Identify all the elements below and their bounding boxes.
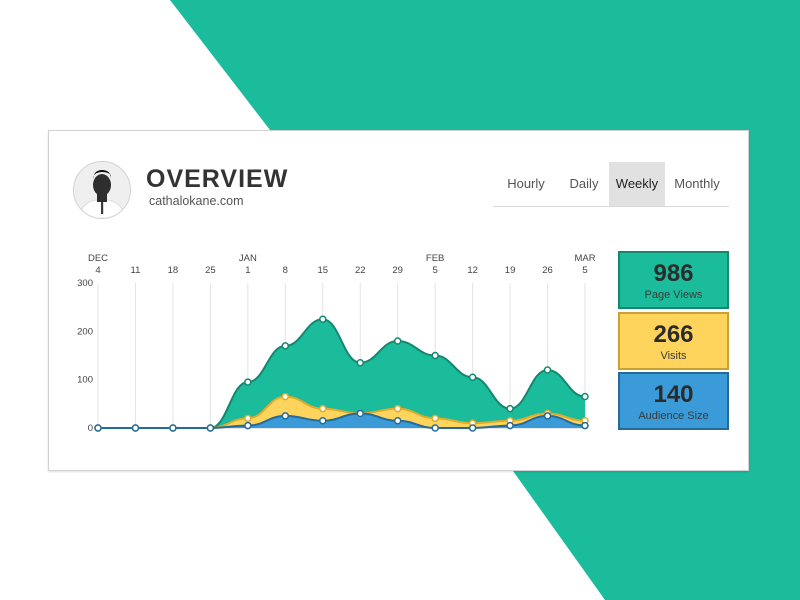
x-tick-label: 19 (505, 265, 516, 276)
visits-point (431, 414, 439, 423)
x-tick-label: 15 (317, 265, 328, 276)
audience-size-point (393, 417, 402, 425)
page-views-point (581, 392, 589, 401)
visits-point (319, 404, 327, 413)
x-tick-label: 1 (245, 265, 250, 276)
visits-label: Visits (660, 350, 687, 362)
page-title: OVERVIEW (146, 165, 289, 193)
visits-value: 266 (653, 321, 694, 348)
tab-daily[interactable]: Daily (569, 176, 599, 191)
x-tick-label: 22 (355, 265, 366, 276)
audience-size-point (356, 409, 364, 418)
avatar[interactable] (73, 161, 131, 219)
y-tick-label: 300 (77, 278, 93, 289)
audience-size-label: Audience Size (638, 410, 709, 422)
audience-size-point (131, 424, 140, 432)
y-tick-label: 0 (88, 423, 93, 434)
audience-size-point (244, 421, 252, 430)
page-views-area (98, 319, 585, 428)
x-tick-label: 5 (433, 265, 438, 276)
y-tick-label: 200 (77, 326, 93, 337)
person-avatar-icon (74, 162, 130, 218)
audience-size-point (468, 424, 477, 432)
x-tick-label: 5 (582, 265, 587, 276)
tab-hourly[interactable]: Hourly (507, 176, 545, 191)
page-views-point (319, 315, 327, 323)
page-views-point (431, 351, 439, 360)
x-tick-label: 18 (168, 265, 179, 276)
page-views-value: 986 (653, 260, 694, 287)
audience-size-point (581, 421, 589, 430)
visits-stat: 266 Visits (618, 312, 729, 370)
month-label: DEC (88, 253, 108, 264)
audience-size-area (98, 413, 585, 428)
x-tick-label: 25 (205, 265, 216, 276)
x-tick-label: 11 (131, 265, 141, 276)
audience-size-point (169, 424, 177, 432)
page-views-point (281, 342, 290, 350)
page-views-point (356, 359, 364, 367)
month-label: MAR (574, 253, 595, 264)
audience-size-point (431, 424, 439, 432)
audience-size-point (543, 412, 552, 420)
audience-size-point (206, 424, 215, 432)
audience-size-point (94, 424, 102, 432)
month-label: FEB (426, 253, 444, 264)
x-tick-label: 4 (95, 265, 100, 276)
month-label: JAN (239, 253, 257, 264)
page-views-stat: 986 Page Views (618, 251, 729, 309)
page-views-label: Page Views (644, 289, 703, 301)
tab-monthly[interactable]: Monthly (674, 176, 720, 191)
overview-card: OVERVIEW cathalokane.com Hourly Daily We… (48, 130, 749, 471)
visits-area (98, 396, 585, 428)
time-range-tabs: Hourly Daily Weekly Monthly (493, 162, 729, 207)
x-tick-label: 29 (392, 265, 403, 276)
site-url: cathalokane.com (149, 194, 244, 208)
x-tick-label: 26 (542, 265, 553, 276)
audience-size-point (506, 421, 514, 430)
audience-size-point (281, 412, 290, 420)
page-views-point (393, 337, 402, 345)
audience-size-stat: 140 Audience Size (618, 372, 729, 430)
audience-size-value: 140 (653, 381, 694, 408)
visits-point (393, 404, 402, 413)
page-views-point (543, 366, 552, 374)
page-views-point (468, 373, 477, 381)
x-tick-label: 8 (283, 265, 288, 276)
page-views-point (244, 378, 252, 386)
tab-weekly[interactable]: Weekly (609, 162, 665, 206)
audience-size-point (319, 417, 327, 425)
visits-point (281, 392, 290, 401)
page-views-point (506, 404, 514, 413)
x-tick-label: 12 (467, 265, 478, 276)
y-tick-label: 100 (77, 375, 93, 386)
audience-size-line (97, 412, 586, 429)
visits-point (244, 414, 252, 423)
